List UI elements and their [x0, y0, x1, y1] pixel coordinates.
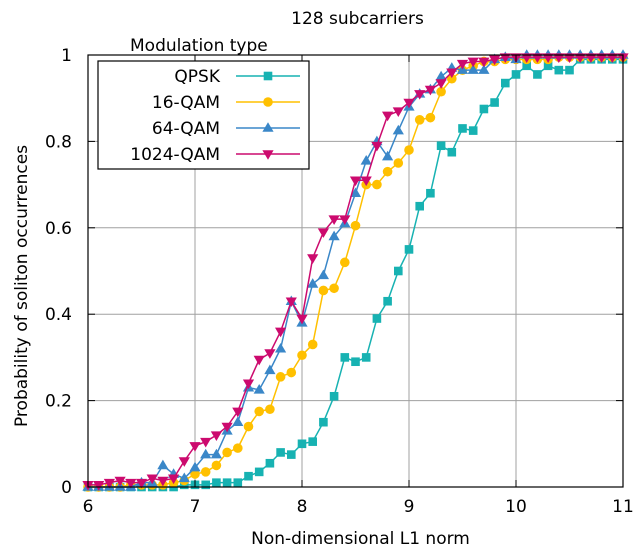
- data-point: [275, 343, 286, 353]
- data-point: [394, 267, 403, 276]
- data-point: [426, 189, 435, 198]
- data-point: [383, 167, 393, 177]
- x-axis-label: Non-dimensional L1 norm: [251, 529, 470, 549]
- data-point: [480, 105, 489, 114]
- data-point: [512, 70, 521, 79]
- data-point: [415, 115, 425, 125]
- data-point: [287, 450, 296, 459]
- data-point: [233, 443, 243, 453]
- data-point: [361, 155, 372, 165]
- legend-title: Modulation type: [130, 36, 268, 56]
- data-point: [298, 440, 307, 449]
- data-point: [265, 404, 275, 414]
- data-point: [448, 148, 457, 157]
- x-tick-label: 10: [505, 497, 527, 517]
- y-tick-label: 1: [61, 46, 72, 66]
- y-tick-label: 0.2: [45, 392, 72, 412]
- x-tick-label: 6: [83, 497, 94, 517]
- y-tick-label: 0.4: [45, 305, 72, 325]
- y-tick-label: 0.8: [45, 132, 72, 152]
- data-point: [308, 437, 317, 446]
- data-point: [437, 141, 446, 150]
- data-point: [287, 368, 297, 378]
- data-point: [458, 124, 467, 133]
- data-point: [264, 349, 275, 359]
- data-point: [403, 99, 414, 109]
- y-tick-label: 0: [61, 478, 72, 498]
- data-point: [276, 448, 285, 457]
- x-tick-label: 9: [404, 497, 415, 517]
- data-point: [276, 372, 286, 382]
- legend: QPSK 16-QAM 64-QAM 1024-QAM: [98, 61, 309, 169]
- data-point: [394, 158, 404, 168]
- data-point: [319, 418, 328, 427]
- data-point: [373, 314, 382, 323]
- data-point: [405, 245, 414, 254]
- data-point: [201, 467, 211, 477]
- data-point: [222, 448, 232, 458]
- data-point: [255, 468, 264, 477]
- data-point: [340, 258, 350, 268]
- data-point: [404, 145, 414, 155]
- data-point: [501, 79, 510, 88]
- data-point: [565, 66, 574, 75]
- data-point: [490, 98, 499, 107]
- data-point: [201, 481, 210, 490]
- legend-marker: [264, 72, 273, 81]
- data-point: [212, 478, 221, 487]
- x-tick-label: 11: [612, 497, 634, 517]
- data-point: [308, 340, 318, 350]
- data-point: [297, 350, 307, 360]
- data-point: [254, 356, 265, 366]
- data-point: [382, 112, 393, 122]
- data-point: [264, 365, 275, 375]
- data-point: [318, 228, 329, 238]
- y-tick-label: 0.6: [45, 219, 72, 239]
- legend-label: 64-QAM: [152, 119, 220, 139]
- data-point: [341, 353, 350, 362]
- data-point: [157, 460, 168, 470]
- data-point: [372, 180, 382, 190]
- x-tick-label: 7: [190, 497, 201, 517]
- data-point: [296, 315, 307, 325]
- y-axis-label: Probability of soliton occurrences: [12, 145, 32, 427]
- data-point: [339, 215, 350, 225]
- data-point: [223, 478, 232, 487]
- data-point: [415, 202, 424, 211]
- data-point: [211, 449, 222, 459]
- data-point: [319, 286, 329, 296]
- data-point: [555, 66, 564, 75]
- data-point: [244, 472, 253, 481]
- data-point: [307, 254, 318, 264]
- legend-label: 1024-QAM: [130, 145, 220, 165]
- data-point: [393, 125, 404, 135]
- legend-marker: [263, 97, 273, 107]
- data-point: [266, 459, 275, 468]
- data-point: [211, 431, 222, 441]
- data-point: [212, 461, 222, 471]
- data-point: [533, 70, 542, 79]
- legend-label: QPSK: [174, 67, 220, 87]
- data-point: [234, 478, 243, 487]
- data-point: [179, 457, 190, 467]
- legend-label: 16-QAM: [152, 93, 220, 113]
- data-point: [244, 422, 254, 432]
- data-point: [383, 297, 392, 306]
- data-point: [329, 283, 339, 293]
- data-point: [362, 353, 371, 362]
- data-point: [426, 113, 436, 123]
- data-point: [351, 221, 361, 231]
- data-point: [330, 392, 339, 401]
- data-point: [254, 407, 264, 417]
- chart-title: 128 subcarriers: [291, 9, 424, 29]
- data-point: [469, 126, 478, 135]
- data-point: [318, 270, 329, 280]
- data-point: [351, 357, 360, 366]
- data-point: [200, 449, 211, 459]
- x-tick-label: 8: [297, 497, 308, 517]
